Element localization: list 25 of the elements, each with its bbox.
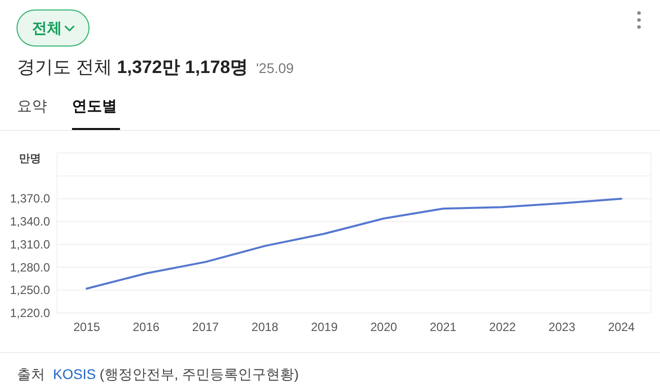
x-tick-label: 2016 [132, 320, 160, 334]
chart-subtitle: '25.09 [256, 60, 294, 76]
y-tick-label: 1,310.0 [10, 237, 50, 252]
x-tick-label: 2018 [252, 320, 279, 334]
x-tick-label: 2017 [192, 320, 220, 334]
x-tick-label: 2023 [548, 320, 576, 334]
y-tick-label: 1,370.0 [10, 192, 50, 206]
y-axis-title: 만명 [19, 153, 41, 165]
y-tick-label: 1,280.0 [10, 260, 50, 274]
y-tick-label: 1,340.0 [10, 214, 50, 229]
x-tick-label: 2024 [608, 320, 635, 334]
y-tick-label: 1,220.0 [10, 306, 50, 320]
y-tick-label: 1,250.0 [10, 283, 50, 298]
line-series [86, 198, 622, 290]
text: KOSIS (행정안전부, 주민등록인구현황) [53, 366, 299, 382]
x-tick-label: 2015 [73, 320, 100, 334]
text: 요약 [17, 98, 47, 115]
text: 출처 [17, 366, 45, 382]
chart-title: 경기도 전체 1,372만 1,178명 [17, 57, 248, 77]
x-tick-label: 2021 [430, 320, 457, 334]
x-tick-label: 2019 [310, 320, 338, 334]
x-tick-label: 2022 [489, 320, 516, 334]
text: 전체 [32, 20, 62, 37]
x-tick-label: 2020 [370, 320, 398, 334]
text: 연도별 [72, 98, 117, 115]
